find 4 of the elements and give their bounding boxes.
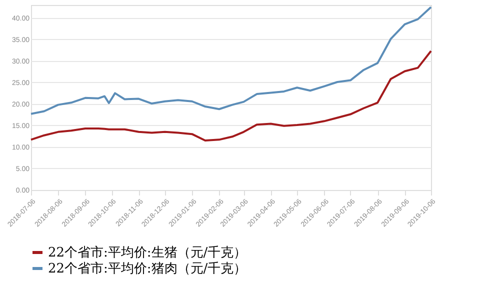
legend-label: 22个省市:平均价:猪肉（元/千克） xyxy=(48,262,247,276)
legend-label: 22个省市:平均价:生猪（元/千克） xyxy=(48,246,247,260)
line-series xyxy=(30,6,432,115)
line-series xyxy=(30,50,432,142)
